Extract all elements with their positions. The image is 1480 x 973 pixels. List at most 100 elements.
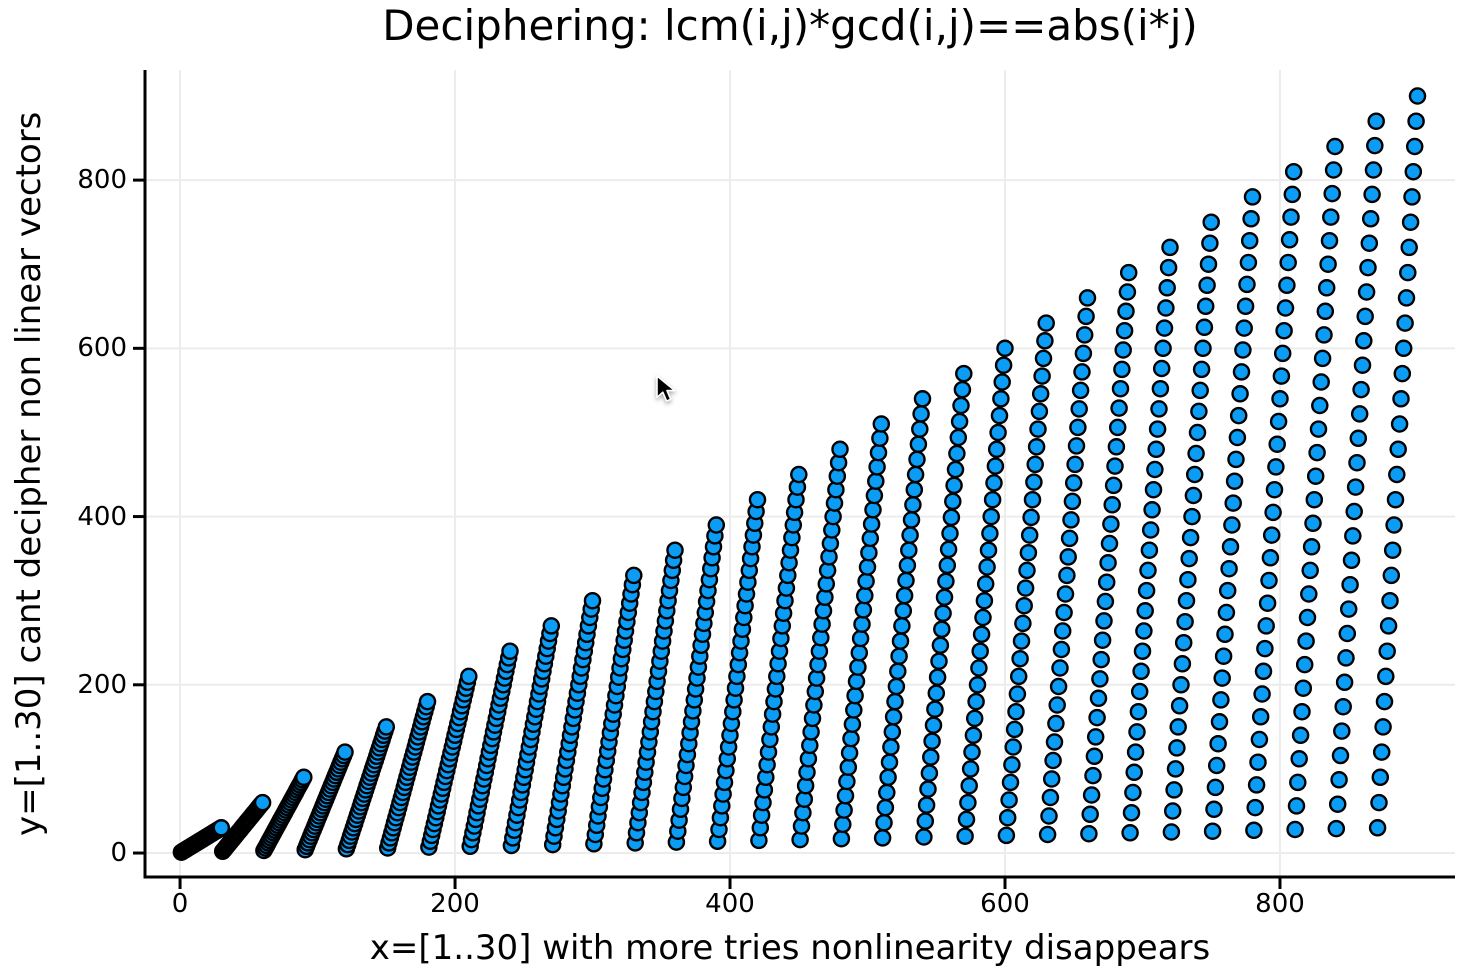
data-point [1341,575,1359,594]
data-point [942,508,961,527]
data-point [956,827,974,845]
data-point [1029,420,1047,438]
data-point [893,617,911,635]
data-point [1093,631,1112,649]
data-point [927,684,946,702]
data-point [1059,548,1077,566]
x-tick-label: 400 [705,889,755,919]
data-point [1000,791,1018,809]
data-point [1040,807,1058,825]
plot-title: Deciphering: lcm(i,j)*gcd(i,j)==abs(i*j) [382,1,1198,50]
data-point [1135,622,1153,640]
data-point [1349,429,1368,448]
data-point [886,692,904,711]
data-point [1227,450,1245,469]
data-point [922,748,940,766]
data-point [915,828,933,846]
data-point [1033,367,1051,385]
data-point [1250,730,1269,749]
data-point [875,813,893,832]
data-point [1381,591,1399,610]
data-point [1130,682,1149,701]
data-point [917,796,936,814]
data-point [964,726,983,745]
data-point [1293,702,1311,721]
x-axis-label: x=[1..30] with more tries nonlinearity d… [369,928,1211,968]
data-points [172,87,1427,861]
data-point [1210,713,1229,731]
data-point [967,692,985,711]
data-point [1269,412,1288,431]
data-point [1150,400,1168,418]
data-point [1081,805,1099,824]
data-point [1055,603,1073,622]
data-point [1091,670,1109,688]
data-point [1110,399,1128,417]
data-point [377,718,396,736]
data-point [1235,319,1253,337]
axis-tick-marks [133,178,1282,889]
data-point [1121,824,1139,842]
data-point [1205,800,1223,819]
data-point [1132,662,1150,681]
data-point [1243,188,1262,206]
data-point [295,768,313,787]
data-point [1092,650,1110,669]
data-point [1078,289,1097,307]
data-point [902,511,921,529]
data-point [1249,753,1267,771]
data-point [1355,332,1373,350]
data-point [1104,476,1123,495]
data-point [1064,474,1083,492]
data-point [931,636,950,655]
data-point [1317,279,1336,297]
mouse-cursor [656,375,676,402]
data-point [1367,112,1385,130]
data-point [583,591,602,610]
data-point [1342,551,1361,570]
data-point [1111,379,1130,398]
data-point [1407,112,1425,130]
data-point [1216,625,1234,644]
data-point [1309,420,1328,438]
data-point [501,642,519,660]
data-point [1163,802,1182,820]
data-point [1338,624,1357,643]
data-point [1154,339,1172,358]
data-point [1279,253,1297,272]
data-point [849,658,867,676]
data-point [897,571,915,590]
data-point [1375,692,1394,711]
data-point [901,526,919,544]
data-point [835,801,853,819]
data-point [1086,728,1105,746]
mouse-cursor-arrow [656,375,676,402]
data-point [847,672,866,691]
data-point [1027,438,1046,456]
data-point [1345,502,1363,521]
data-point [900,541,918,559]
data-point [1107,438,1126,456]
data-point [1084,766,1102,785]
data-point [996,339,1014,358]
data-point [1231,385,1249,403]
data-point [838,772,856,791]
data-point [1214,647,1233,665]
data-point [908,450,926,469]
data-point [965,709,984,728]
x-tick-label: 0 [171,889,189,919]
data-point [1162,823,1181,841]
data-point [1267,458,1285,476]
data-point [840,744,859,762]
data-point [1140,541,1159,559]
data-point [1201,234,1219,252]
data-point [1300,585,1318,603]
data-point [1020,526,1039,544]
data-point [1220,559,1238,578]
data-point [1203,822,1222,840]
data-point [856,586,874,605]
data-point [1240,231,1259,250]
data-point [1212,691,1230,709]
data-point [1225,472,1244,490]
data-point [1114,341,1132,359]
